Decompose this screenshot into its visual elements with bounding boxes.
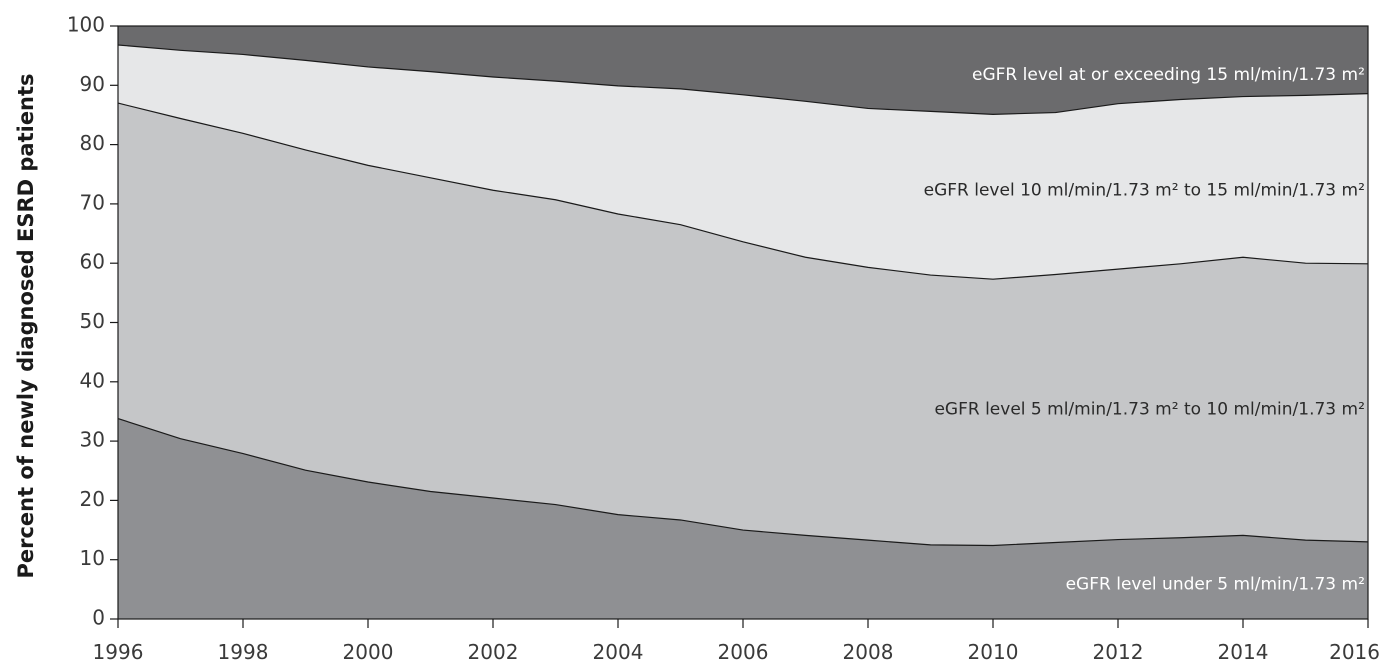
x-tick-label: 2004 [593, 640, 644, 664]
y-tick-label: 50 [80, 309, 105, 333]
area-bands [118, 26, 1368, 619]
axes: 0 10 20 30 40 50 60 70 80 90 100 1996 1998 2000 2002 20… [67, 13, 1380, 665]
y-tick-label: 30 [80, 428, 105, 452]
y-tick-label: 20 [80, 487, 105, 511]
x-tick-label: 2012 [1093, 640, 1144, 664]
y-tick-label: 100 [67, 13, 105, 37]
y-tick-label: 70 [80, 190, 105, 214]
y-tick-label: 60 [80, 250, 105, 274]
series-labels: eGFR level under 5 ml/min/1.73 m² eGFR le… [924, 65, 1365, 594]
area-band-2 [118, 103, 1368, 546]
series-label-2: eGFR level 5 ml/min/1.73 m² to 10 ml/min… [934, 400, 1364, 420]
y-tick-label: 10 [80, 546, 105, 570]
x-tick-label: 2008 [843, 640, 894, 664]
x-tick-label: 2016 [1329, 640, 1380, 664]
y-axis-title: Percent of newly diagnosed ESRD patients [14, 73, 38, 578]
x-tick-label: 2002 [468, 640, 519, 664]
y-tick-label: 0 [92, 606, 105, 630]
series-label-3: eGFR level 10 ml/min/1.73 m² to 15 ml/mi… [924, 180, 1365, 200]
x-tick-label: 2000 [343, 640, 394, 664]
boundary-line-3 [117, 44, 1369, 115]
area-band-1 [118, 418, 1368, 619]
boundary-line-2 [117, 102, 1369, 280]
area-band-4 [118, 26, 1368, 115]
x-tick-label: 1996 [93, 640, 144, 664]
y-tick-label: 90 [80, 72, 105, 96]
boundary-line-1 [117, 417, 1369, 547]
x-tick-label: 2014 [1218, 640, 1269, 664]
y-tick-label: 40 [80, 368, 105, 392]
series-boundary-lines [117, 44, 1369, 547]
x-tick-label: 2010 [968, 640, 1019, 664]
series-label-1: eGFR level under 5 ml/min/1.73 m² [1066, 575, 1365, 595]
area-band-3 [118, 44, 1368, 280]
x-tick-label: 1998 [218, 640, 269, 664]
y-tick-label: 80 [80, 131, 105, 155]
x-tick-label: 2006 [718, 640, 769, 664]
series-label-4: eGFR level at or exceeding 15 ml/min/1.7… [972, 65, 1365, 85]
